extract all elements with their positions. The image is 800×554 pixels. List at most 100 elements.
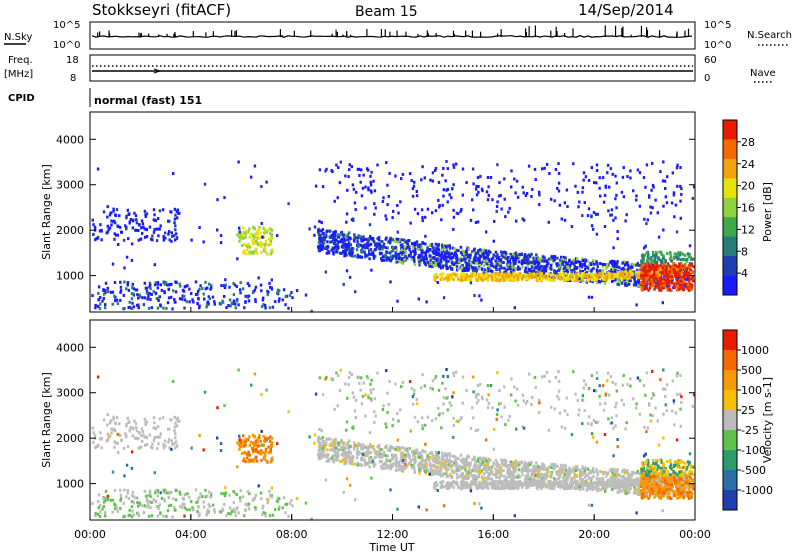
- velocity-cell: [336, 452, 339, 456]
- power-cell: [395, 253, 398, 256]
- power-cell: [206, 286, 209, 290]
- power-cell: [419, 243, 422, 247]
- power-cell: [382, 244, 385, 248]
- power-cell: [639, 281, 643, 285]
- power-cell: [637, 279, 640, 283]
- velocity-cell: [553, 479, 556, 483]
- velocity-cell: [525, 478, 529, 482]
- power-cell: [263, 243, 267, 247]
- power-cell: [683, 275, 686, 279]
- power-cell: [482, 256, 486, 260]
- power-cell: [199, 284, 202, 288]
- power-cell: [304, 293, 308, 297]
- power-cell: [253, 164, 257, 168]
- power-cell: [421, 256, 424, 260]
- power-cell: [406, 245, 409, 249]
- velocity-cell: [398, 468, 401, 472]
- velocity-cell: [426, 454, 429, 458]
- power-cell: [397, 254, 400, 258]
- power-cell: [582, 279, 585, 283]
- velocity-cell: [587, 467, 590, 471]
- velocity-cell: [388, 466, 391, 470]
- power-cell: [459, 245, 463, 249]
- power-cell: [510, 255, 514, 259]
- power-cell: [602, 264, 605, 268]
- power-cell: [314, 184, 318, 188]
- velocity-cell: [353, 462, 357, 466]
- power-cell: [423, 257, 427, 260]
- power-cell: [434, 166, 438, 170]
- power-cell: [611, 264, 614, 268]
- velocity-cell: [582, 487, 585, 491]
- power-cell: [558, 259, 562, 263]
- power-cell: [436, 275, 439, 279]
- velocity-cell: [317, 438, 320, 442]
- power-cell: [691, 275, 694, 279]
- power-cell: [587, 295, 591, 299]
- power-cell: [475, 261, 478, 265]
- power-cell: [262, 226, 265, 230]
- power-cell: [370, 237, 373, 240]
- power-cell: [560, 217, 563, 221]
- power-cell: [676, 284, 679, 288]
- power-cell: [655, 267, 658, 271]
- power-cell: [318, 219, 321, 223]
- power-cell: [379, 239, 382, 243]
- velocity-cell: [471, 458, 474, 462]
- power-cell: [673, 271, 676, 275]
- power-cell: [614, 216, 617, 220]
- power-cell: [443, 251, 447, 255]
- power-cell: [385, 161, 388, 165]
- power-cell: [424, 262, 427, 266]
- velocity-cell: [433, 465, 436, 469]
- power-cell: [96, 167, 100, 171]
- power-cell: [413, 180, 416, 184]
- power-cell: [145, 286, 148, 290]
- power-cell: [644, 185, 647, 189]
- velocity-cell: [401, 467, 404, 471]
- velocity-cell: [346, 454, 349, 457]
- power-cell: [660, 277, 663, 281]
- power-cell: [479, 248, 482, 252]
- power-cell: [252, 234, 255, 238]
- velocity-cell: [521, 473, 524, 477]
- power-cell: [368, 257, 371, 261]
- colorbar-tick-label: 16: [741, 202, 755, 215]
- velocity-cell: [342, 450, 345, 454]
- power-cell: [513, 258, 516, 262]
- power-cell: [650, 284, 654, 288]
- power-cell: [431, 256, 435, 260]
- power-cell: [413, 243, 417, 247]
- power-cell: [144, 215, 147, 218]
- power-cell: [127, 237, 130, 241]
- colorbar-segment: [723, 120, 737, 140]
- power-cell: [349, 248, 352, 252]
- power-cell: [290, 291, 293, 295]
- power-cell: [93, 225, 97, 229]
- power-cell: [590, 166, 593, 170]
- power-cell: [357, 244, 360, 248]
- power-cell: [137, 238, 140, 242]
- power-cell: [333, 233, 336, 237]
- power-cell: [424, 254, 427, 258]
- power-cell: [615, 193, 618, 197]
- velocity-cell: [376, 445, 379, 449]
- power-cell: [136, 293, 139, 297]
- power-cell: [413, 207, 417, 211]
- power-cell: [344, 248, 347, 252]
- power-cell: [228, 285, 231, 289]
- power-cell: [574, 261, 577, 264]
- power-cell: [663, 179, 667, 183]
- power-cell: [679, 184, 682, 188]
- power-cell: [175, 236, 179, 240]
- power-cell: [134, 214, 138, 218]
- power-cell: [242, 251, 245, 255]
- power-cell: [673, 215, 676, 219]
- power-cell: [349, 237, 352, 240]
- velocity-cell: [509, 462, 512, 466]
- power-cell: [287, 202, 290, 206]
- velocity-cell: [339, 447, 343, 450]
- power-cell: [649, 275, 652, 279]
- velocity-cell: [445, 457, 449, 461]
- power-cell: [346, 233, 350, 237]
